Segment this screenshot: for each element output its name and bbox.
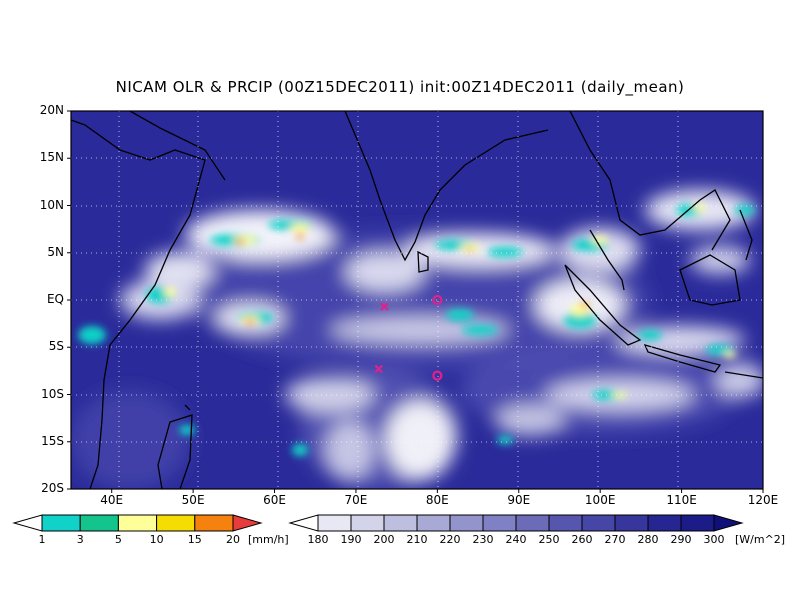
colorbar-box [581,514,616,532]
colorbar-box [41,514,81,532]
precip-moderate [164,204,736,398]
colorbar-label: 300 [703,533,725,546]
colorbar-right-arrow [713,514,744,532]
colorbar-box [482,514,517,532]
africa-coast [71,119,206,489]
lon-label: 100E [584,493,616,507]
colorbar-label: 240 [505,533,527,546]
colorbar-label: 180 [307,533,329,546]
lat-label: 5N [47,244,64,259]
o-marker [432,294,443,306]
lon-label: 60E [263,493,286,507]
colorbar-box [79,514,119,532]
lat-label: 10N [39,197,64,212]
colorbar-box [647,514,682,532]
colorbar-box [614,514,649,532]
colorbar-unit: [W/m^2] [735,533,786,546]
colorbar-box [515,514,550,532]
philippines [739,209,753,261]
olr-field [71,190,763,489]
colorbar-label: 230 [472,533,494,546]
o-marker [432,370,443,381]
colorbar-box [194,514,234,532]
lon-label: 90E [507,493,531,507]
lon-label: 50E [181,493,205,507]
borneo [679,254,741,306]
colorbar-box [548,514,583,532]
java [643,343,722,373]
plot-area [71,111,763,489]
colorbar-label: 200 [373,533,395,546]
colorbar-label: 10 [149,533,164,546]
lat-label: EQ [46,292,64,306]
colorbar-label: 15 [187,533,202,546]
colorbar-box [680,514,715,532]
colorbar-box [317,514,352,532]
x-marker [374,364,384,374]
lat-label: 10S [41,386,64,401]
madagascar [157,414,193,489]
indochina-coast [569,111,731,251]
colorbar-label: 280 [637,533,659,546]
colorbar-right-arrow [232,514,263,532]
colorbar-box [117,514,158,532]
colorbar-box [156,514,196,532]
gridlines [71,111,763,489]
colorbar-label: 250 [538,533,560,546]
lesser-sunda [724,371,763,379]
india-coast [344,111,549,262]
malaya-coast [589,229,625,291]
lon-label: 110E [666,493,697,507]
colorbar-label: 210 [406,533,428,546]
precip-heavy [236,233,589,325]
comoros [184,404,191,411]
axis-ticks [67,110,764,493]
sumatra [564,264,642,346]
lon-label: 120E [747,493,779,507]
colorbar-box [350,514,385,532]
colorbar-label: 290 [670,533,692,546]
colorbar-label: 20 [226,533,240,546]
colorbar-label: 5 [114,533,122,546]
colorbar-label: 270 [604,533,626,546]
sri-lanka [417,250,429,273]
precip-light [78,204,755,456]
coastlines [71,111,763,489]
arabia-coast [129,111,226,181]
colorbar-unit: [mm/h] [248,533,289,546]
colorbar-label: 260 [571,533,593,546]
colorbar-label: 220 [439,533,461,546]
colorbar-box [449,514,484,532]
station-markers [374,294,443,381]
olr-colorbar [288,514,744,532]
precip-field [78,204,755,456]
colorbar-box [383,514,418,532]
lon-label: 80E [425,493,449,507]
lat-label: 5S [48,339,64,354]
lat-label: 20N [39,103,64,117]
precip-colorbar [12,514,263,532]
colorbar-box [416,514,451,532]
lat-label: 20S [41,481,64,495]
colorbar-left-arrow [288,514,319,532]
colorbar-label: 1 [38,533,46,546]
x-marker [380,302,389,311]
lat-label: 15N [39,150,64,165]
lon-label: 40E [100,493,124,507]
lat-label: 15S [41,433,64,448]
colorbar-left-arrow [12,514,43,532]
colorbar-label: 3 [76,533,84,546]
figure-title: NICAM OLR & PRCIP (00Z15DEC2011) init:00… [115,78,685,96]
lon-label: 70E [344,493,368,507]
colorbar-label: 190 [340,533,362,546]
